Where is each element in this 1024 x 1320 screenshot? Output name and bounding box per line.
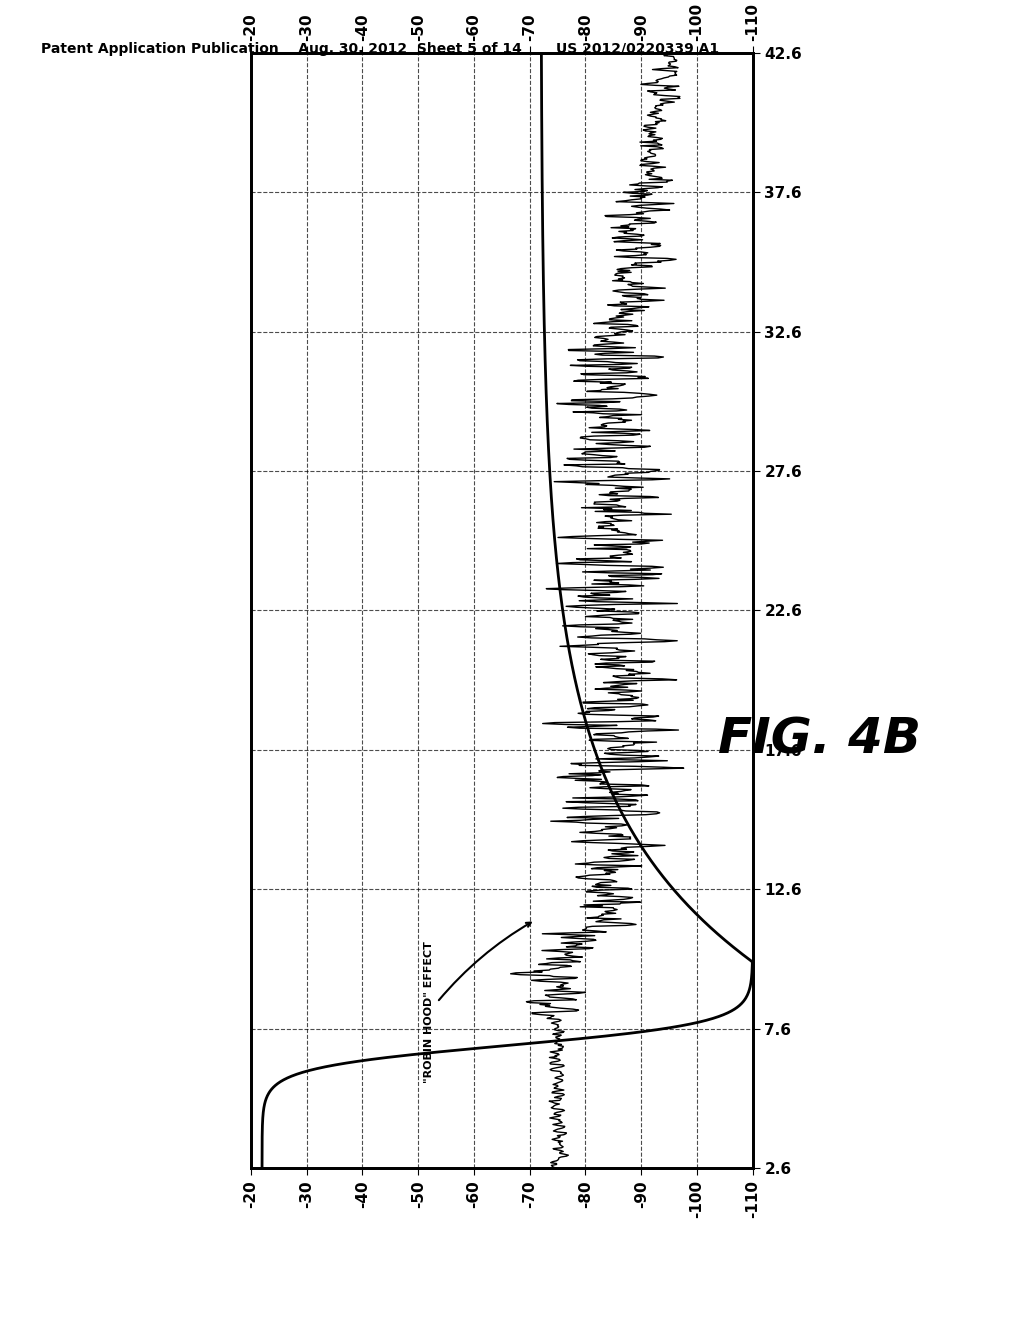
Text: "ROBIN HOOD" EFFECT: "ROBIN HOOD" EFFECT <box>424 923 530 1082</box>
Text: Patent Application Publication    Aug. 30, 2012  Sheet 5 of 14       US 2012/022: Patent Application Publication Aug. 30, … <box>41 42 719 57</box>
Text: FIG. 4B: FIG. 4B <box>718 715 921 763</box>
